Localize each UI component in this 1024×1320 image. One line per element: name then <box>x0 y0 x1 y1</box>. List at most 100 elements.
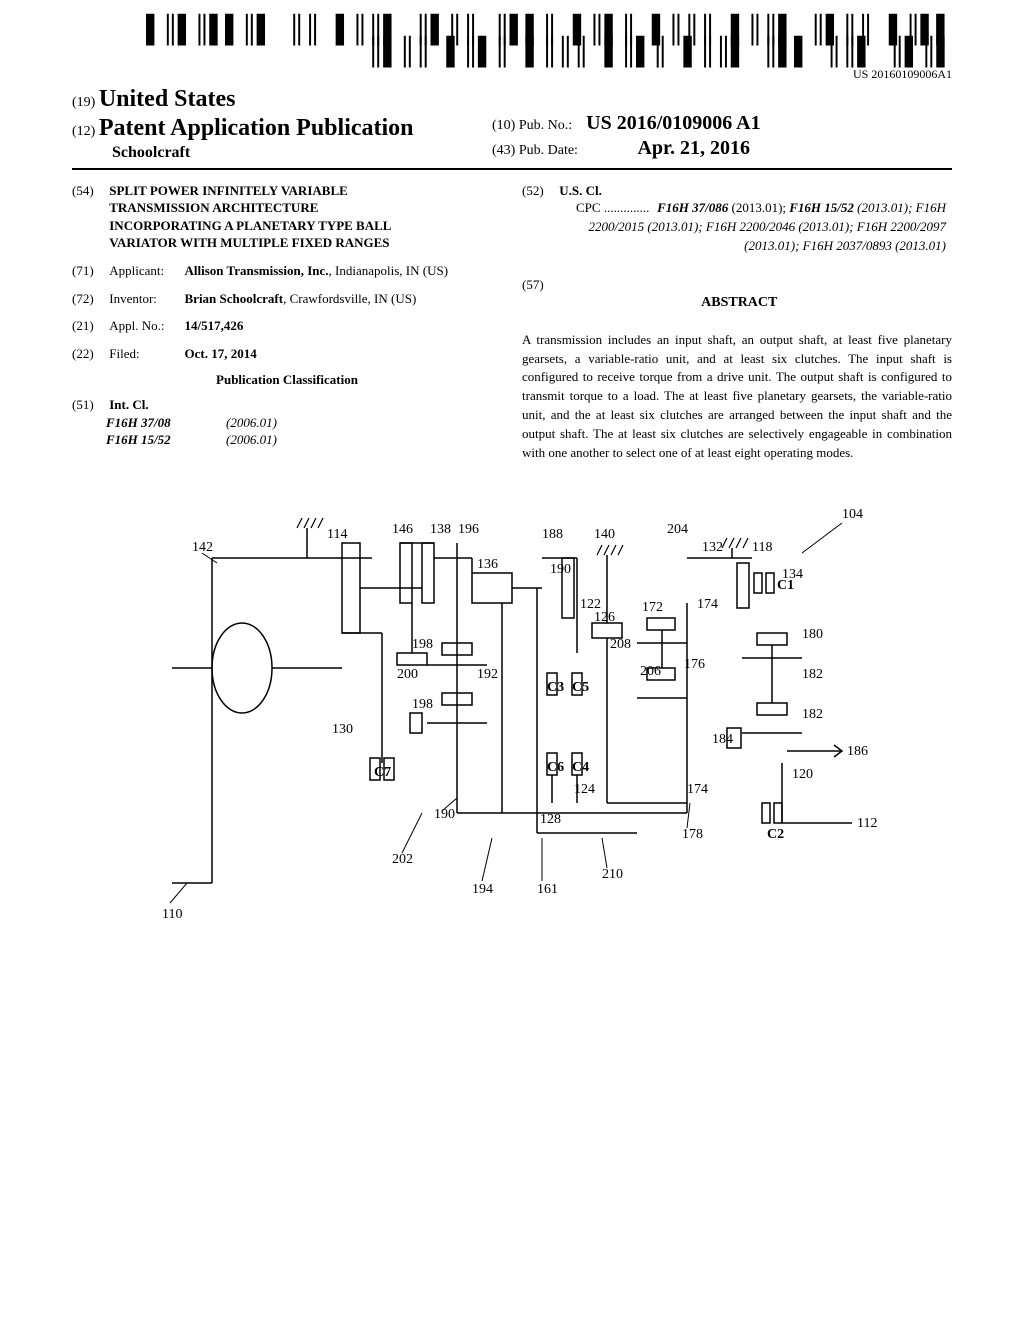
intcl-label: Int. Cl. <box>109 397 148 412</box>
barcode: ▌║▌║▌▌║▌ ║║ ▌║║▌ ║▌║║ ║▌▌║ ▌║▌║ ▌║║║ ▌║║… <box>72 20 952 65</box>
svg-text:200: 200 <box>397 667 418 682</box>
svg-text:202: 202 <box>392 852 413 867</box>
code-19: (19) <box>72 95 95 110</box>
inventor-label: Inventor: <box>109 290 181 308</box>
pub-no: US 2016/0109006 A1 <box>586 112 760 134</box>
applicant-loc: , Indianapolis, IN (US) <box>329 263 449 278</box>
intcl-1-v: (2006.01) <box>226 432 277 447</box>
pub-date: Apr. 21, 2016 <box>637 137 750 159</box>
svg-text:112: 112 <box>857 816 877 831</box>
svg-text:176: 176 <box>684 657 705 672</box>
pubclass-header: Publication Classification <box>72 372 502 388</box>
svg-text:C7: C7 <box>374 765 391 780</box>
code-12: (12) <box>72 124 95 139</box>
filed-date: Oct. 17, 2014 <box>185 345 485 363</box>
svg-text:188: 188 <box>542 527 563 542</box>
abstract-body: A transmission includes an input shaft, … <box>522 331 952 463</box>
svg-text:161: 161 <box>537 882 558 897</box>
cpc-first: F16H 37/086 <box>657 200 728 215</box>
right-column: (52) U.S. Cl. CPC .............. F16H 37… <box>522 182 952 463</box>
country: United States <box>99 86 236 112</box>
svg-text:204: 204 <box>667 522 688 537</box>
author: Schoolcraft <box>72 144 492 162</box>
svg-text:198: 198 <box>412 637 433 652</box>
uscl-block: CPC .............. F16H 37/086 (2013.01)… <box>522 199 946 256</box>
barcode-block: ▌║▌║▌▌║▌ ║║ ▌║║▌ ║▌║║ ║▌▌║ ▌║▌║ ▌║║║ ▌║║… <box>72 20 952 82</box>
svg-text:174: 174 <box>687 782 708 797</box>
svg-text:140: 140 <box>594 527 615 542</box>
intcl-0-k: F16H 37/08 <box>106 414 226 432</box>
inventor-loc: , Crawfordsville, IN (US) <box>283 291 416 306</box>
code-57: (57) <box>522 276 556 294</box>
header-divider <box>72 168 952 170</box>
svg-text:132: 132 <box>702 540 723 555</box>
intcl-1-k: F16H 15/52 <box>106 431 226 449</box>
applicant-label: Applicant: <box>109 262 181 280</box>
left-column: (54) SPLIT POWER INFINITELY VARIABLE TRA… <box>72 182 522 463</box>
svg-text:182: 182 <box>802 667 823 682</box>
invention-title: SPLIT POWER INFINITELY VARIABLE TRANSMIS… <box>109 182 409 252</box>
svg-text:210: 210 <box>602 867 623 882</box>
svg-text:126: 126 <box>594 610 615 625</box>
code-51: (51) <box>72 396 106 414</box>
barcode-text: US 20160109006A1 <box>72 67 952 82</box>
svg-text:198: 198 <box>412 697 433 712</box>
patent-figure: 104 142 114 146 138 196 188 140 204 132 … <box>142 503 882 943</box>
svg-text:110: 110 <box>162 907 182 922</box>
svg-text:190: 190 <box>550 562 571 577</box>
uscl-label: U.S. Cl. <box>559 183 602 198</box>
appl-no: 14/517,426 <box>185 317 485 335</box>
inventor-name: Brian Schoolcraft <box>185 291 284 306</box>
code-52: (52) <box>522 182 556 200</box>
appl-label: Appl. No.: <box>109 317 181 335</box>
svg-text:C1: C1 <box>777 578 794 593</box>
code-21: (21) <box>72 317 106 335</box>
svg-text:186: 186 <box>847 744 868 759</box>
svg-text:178: 178 <box>682 827 703 842</box>
svg-text:184: 184 <box>712 732 733 747</box>
svg-text:C5: C5 <box>572 680 589 695</box>
inventor: Brian Schoolcraft, Crawfordsville, IN (U… <box>185 290 485 308</box>
code-54: (54) <box>72 182 106 200</box>
svg-text:120: 120 <box>792 767 813 782</box>
svg-text:182: 182 <box>802 707 823 722</box>
pub-date-label: Pub. Date: <box>519 143 578 158</box>
code-72: (72) <box>72 290 106 308</box>
svg-text:138: 138 <box>430 522 451 537</box>
svg-text:136: 136 <box>477 557 498 572</box>
svg-text:118: 118 <box>752 540 772 555</box>
svg-text:124: 124 <box>574 782 595 797</box>
applicant: Allison Transmission, Inc., Indianapolis… <box>185 262 485 280</box>
cpc-lead: CPC .............. <box>576 199 649 218</box>
svg-text:146: 146 <box>392 522 413 537</box>
pub-no-label: Pub. No.: <box>519 118 572 133</box>
svg-text:192: 192 <box>477 667 498 682</box>
svg-text:206: 206 <box>640 664 661 679</box>
svg-text:180: 180 <box>802 627 823 642</box>
svg-text:194: 194 <box>472 882 493 897</box>
svg-text:142: 142 <box>192 540 213 555</box>
abstract-header: ABSTRACT <box>559 294 919 313</box>
cpc-first-tail: (2013.01); <box>728 200 789 215</box>
svg-text:208: 208 <box>610 637 631 652</box>
applicant-name: Allison Transmission, Inc. <box>185 263 329 278</box>
filed-label: Filed: <box>109 345 181 363</box>
code-43: (43) <box>492 143 515 158</box>
svg-text:196: 196 <box>458 522 479 537</box>
svg-text:C6: C6 <box>547 760 564 775</box>
intcl-block: F16H 37/08(2006.01) F16H 15/52(2006.01) <box>72 414 502 449</box>
cpc-second: F16H 15/52 <box>789 200 854 215</box>
svg-text:128: 128 <box>540 812 561 827</box>
code-10: (10) <box>492 118 515 133</box>
svg-text:C3: C3 <box>547 680 564 695</box>
svg-text:C2: C2 <box>767 827 784 842</box>
header-left: (19) United States (12) Patent Applicati… <box>72 86 492 162</box>
svg-text:172: 172 <box>642 600 663 615</box>
svg-text:C4: C4 <box>572 760 589 775</box>
pub-type: Patent Application Publication <box>99 115 414 141</box>
svg-text:114: 114 <box>327 527 347 542</box>
svg-text:130: 130 <box>332 722 353 737</box>
code-22: (22) <box>72 345 106 363</box>
code-71: (71) <box>72 262 106 280</box>
svg-text:174: 174 <box>697 597 718 612</box>
